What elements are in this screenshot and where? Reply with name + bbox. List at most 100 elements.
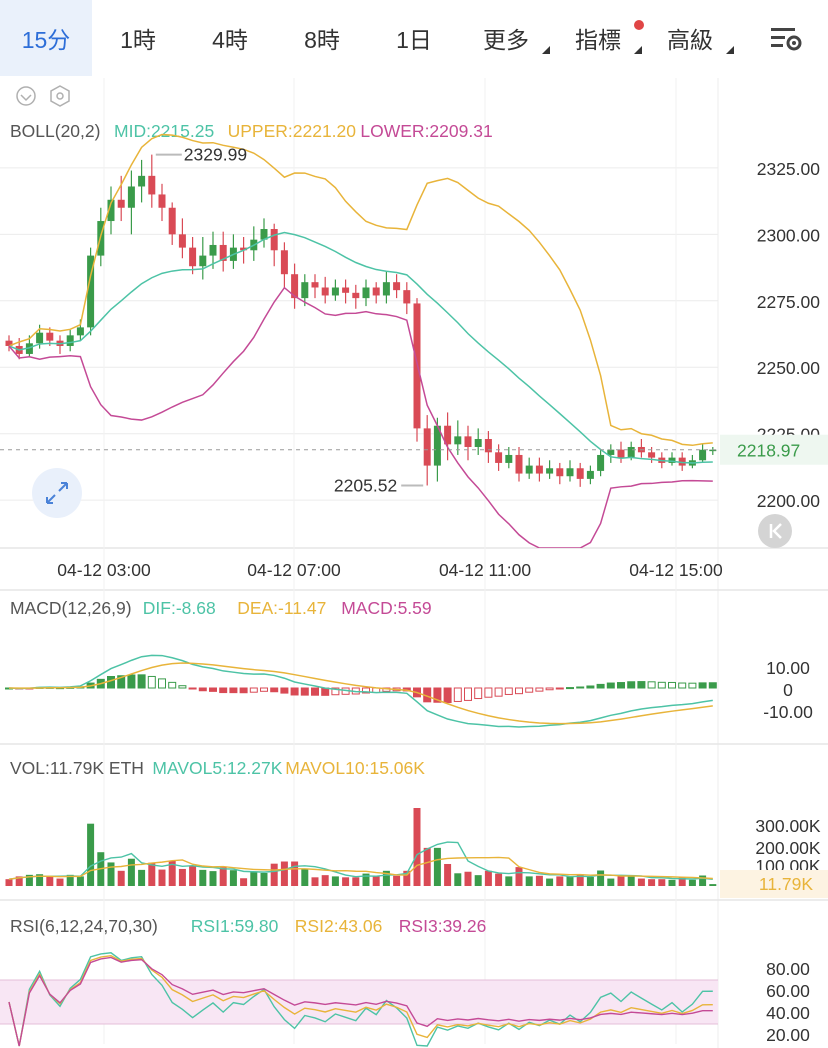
mavol5-line — [8, 841, 713, 880]
macd-dif: DIF:-8.68 — [143, 598, 216, 618]
volume-bar — [270, 863, 278, 886]
volume-bar — [240, 878, 248, 886]
volume-bar — [382, 870, 390, 886]
tab-label: 15分 — [21, 27, 71, 53]
volume-bar — [311, 877, 319, 886]
candle-body — [270, 229, 278, 251]
tab-2[interactable]: 4時 — [184, 0, 276, 76]
volume-bar — [66, 874, 74, 886]
kline-chart[interactable]: 2325.002300.002275.002250.002225.002200.… — [0, 78, 828, 1048]
boll-mid-line — [8, 231, 713, 464]
macd-bar — [708, 682, 717, 689]
volume-bar — [219, 867, 227, 886]
macd-dea: DEA:-11.47 — [237, 598, 326, 618]
eye-icon[interactable] — [16, 86, 36, 106]
candle-body — [444, 425, 452, 445]
candle-body — [627, 446, 635, 458]
candle-body — [709, 449, 717, 452]
volume-bar — [658, 879, 666, 886]
tab-4[interactable]: 1日 — [368, 0, 460, 76]
hexagon-settings-icon[interactable] — [50, 85, 70, 107]
volume-bar — [321, 875, 329, 886]
candle-body — [556, 468, 564, 477]
tab-3[interactable]: 8時 — [276, 0, 368, 76]
volume-bar — [209, 871, 217, 886]
candle-body — [342, 287, 350, 293]
volume-bar — [199, 869, 207, 886]
volume-bar — [525, 876, 533, 886]
volume-bar — [627, 875, 635, 886]
dea-line — [8, 662, 713, 725]
macd-value: MACD:5.59 — [341, 598, 431, 618]
candle-body — [5, 340, 13, 346]
volume-bar — [393, 875, 401, 886]
candle-body — [474, 439, 482, 447]
candle-body — [393, 282, 401, 291]
rsi-tick: 80.00 — [766, 959, 810, 979]
tab-5[interactable]: 更多 — [460, 0, 552, 76]
boll-lower: LOWER:2209.31 — [360, 121, 492, 141]
time-tick: 04-12 03:00 — [57, 560, 151, 580]
volume-bar — [505, 876, 513, 886]
candle-body — [648, 452, 656, 458]
volume-bar — [566, 876, 574, 886]
tab-label: 1時 — [120, 27, 156, 53]
candle-body — [311, 282, 319, 288]
macd-bar — [596, 683, 605, 689]
volume-bar — [362, 873, 370, 886]
volume-bar — [709, 884, 717, 886]
macd-bar — [494, 687, 503, 697]
macd-bar — [576, 686, 585, 689]
macd-bar — [453, 687, 462, 702]
volume-bar — [56, 878, 64, 886]
volume-bar — [342, 877, 350, 886]
macd-params: MACD(12,26,9) — [10, 598, 132, 618]
macd-bar — [566, 687, 574, 690]
tab-label: 1日 — [396, 27, 432, 53]
tab-1[interactable]: 1時 — [92, 0, 184, 76]
chevron-icon — [20, 94, 32, 102]
macd-bar — [647, 681, 656, 689]
volume-bar — [444, 863, 452, 886]
tab-0[interactable]: 15分 — [0, 0, 92, 76]
volume-bar — [699, 875, 707, 886]
vol-mavol10: MAVOL10:15.06K — [285, 758, 425, 778]
volume-bar — [158, 869, 166, 886]
low-price-label: 2205.52 — [334, 475, 397, 495]
volume-bar — [576, 874, 584, 886]
macd-bar — [300, 687, 309, 696]
volume-bar — [352, 877, 360, 886]
candle-body — [535, 465, 543, 474]
vol-current-label: 11.79K — [759, 874, 813, 894]
candle-body — [291, 274, 299, 299]
candle-body — [525, 465, 533, 474]
rsi1: RSI1:59.80 — [191, 916, 279, 936]
vol-tick: 300.00K — [755, 816, 821, 836]
volume-bar — [46, 877, 54, 886]
rsi-tick: 60.00 — [766, 981, 810, 1001]
macd-bar — [484, 687, 493, 698]
expand-button[interactable] — [32, 468, 82, 518]
volume-bar — [474, 875, 482, 886]
vol-tick: 200.00K — [755, 838, 821, 858]
tab-label: 指標 — [575, 27, 621, 53]
price-tick: 2325.00 — [757, 159, 821, 179]
candle-body — [76, 327, 84, 336]
candle-body — [260, 229, 268, 240]
candle-body — [352, 292, 360, 299]
time-tick: 04-12 15:00 — [629, 560, 723, 580]
tab-7[interactable]: 高級 — [644, 0, 736, 76]
macd-bar — [280, 687, 289, 694]
tab-6[interactable]: 指標 — [552, 0, 644, 76]
candle-body — [546, 468, 554, 474]
timeframe-tabs: 15分 1時 4時 8時 1日 更多 指標 高級 — [0, 0, 828, 78]
chart-settings-button[interactable] — [744, 0, 828, 76]
price-tick: 2275.00 — [757, 292, 821, 312]
price-tick: 2250.00 — [757, 358, 821, 378]
candle-body — [331, 287, 339, 296]
macd-bar — [270, 687, 279, 693]
candle-body — [515, 454, 523, 474]
rsi2: RSI2:43.06 — [295, 916, 383, 936]
macd-bar — [627, 681, 636, 689]
volume-bar — [648, 879, 656, 886]
